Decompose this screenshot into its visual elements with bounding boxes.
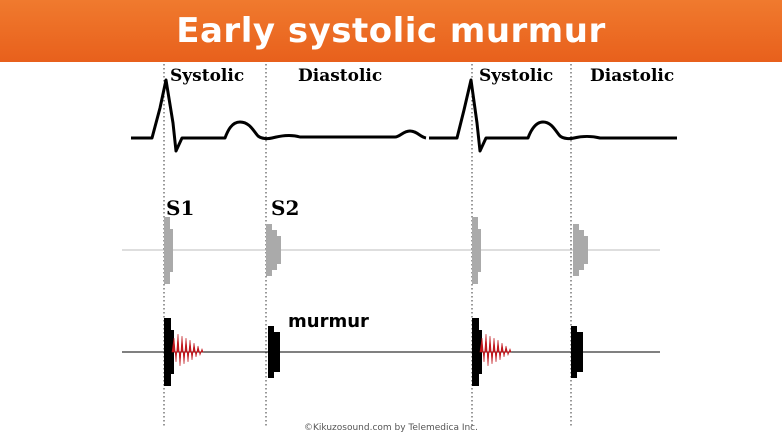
phase-boundaries	[163, 64, 572, 426]
phase-label-diastolic: Diastolic	[590, 66, 675, 86]
phase-label-systolic: Systolic	[479, 66, 554, 86]
murmur-sound-track	[122, 318, 660, 386]
s1-normal-sound	[164, 217, 173, 284]
s2-label: S2	[271, 196, 300, 220]
murmur-label: murmur	[288, 311, 369, 332]
page-title: Early systolic murmur	[176, 11, 606, 51]
early-systolic-murmur	[171, 333, 204, 367]
s1-normal-sound	[472, 217, 481, 284]
s2-sound	[268, 326, 280, 378]
title-banner	[0, 0, 782, 62]
phase-label-diastolic: Diastolic	[298, 66, 383, 86]
copyright-credit: ©Kikuzosound.com by Telemedica Inc.	[304, 423, 478, 433]
early-systolic-murmur	[479, 333, 512, 367]
phase-label-systolic: Systolic	[170, 66, 245, 86]
s2-normal-sound	[573, 224, 588, 276]
ecg-trace	[131, 78, 677, 153]
ecg-beat	[131, 78, 427, 153]
s2-sound	[571, 326, 583, 378]
s1-label: S1	[166, 196, 195, 220]
normal-heart-sound-track	[122, 217, 660, 284]
ecg-beat	[429, 78, 677, 153]
s2-normal-sound	[266, 224, 281, 276]
